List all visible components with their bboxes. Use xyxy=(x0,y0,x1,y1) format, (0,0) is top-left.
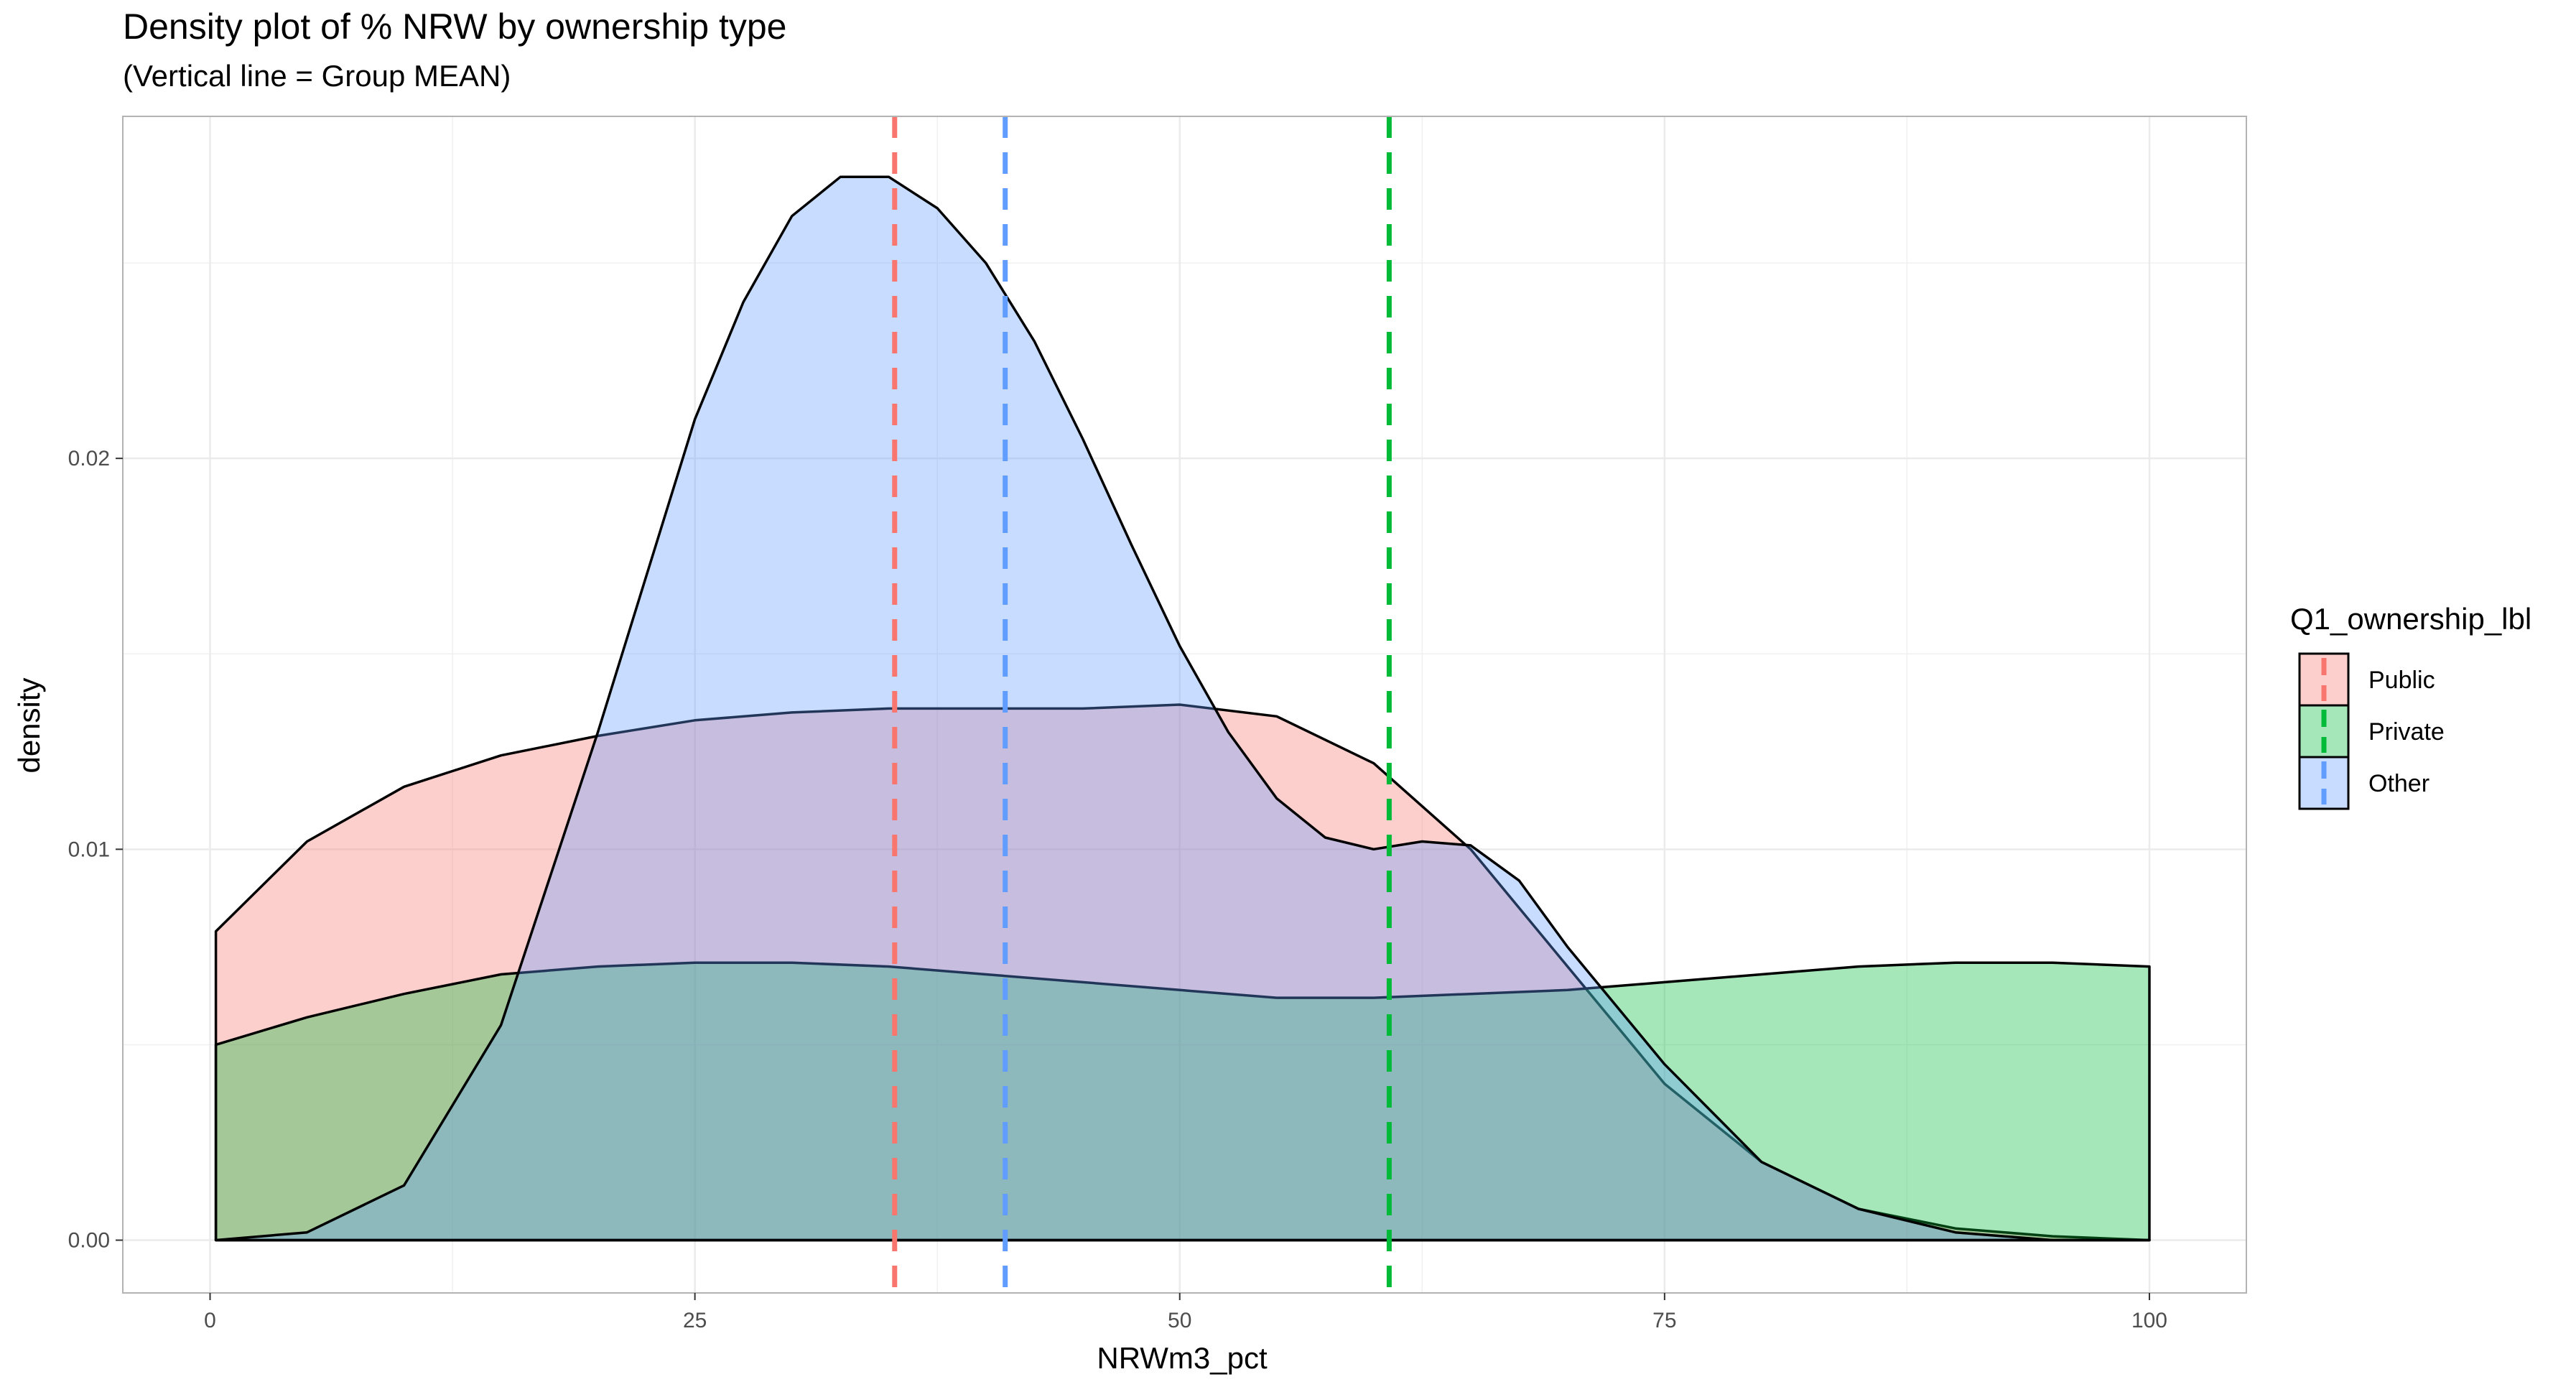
x-tick-label: 0 xyxy=(204,1309,216,1332)
legend: Q1_ownership_lbl Public Private Other xyxy=(2290,602,2531,810)
panel-border xyxy=(122,116,2247,1294)
legend-key-other xyxy=(2298,756,2350,810)
y-tick-label: 0.02 xyxy=(68,447,110,470)
legend-title: Q1_ownership_lbl xyxy=(2290,602,2531,636)
legend-key-private xyxy=(2298,704,2350,759)
chart-subtitle: (Vertical line = Group MEAN) xyxy=(123,59,511,93)
chart-title: Density plot of % NRW by ownership type xyxy=(123,6,787,47)
x-tick-label: 50 xyxy=(1168,1309,1191,1332)
legend-label: Private xyxy=(2368,718,2445,746)
density-area-private xyxy=(214,961,2151,1242)
x-axis-title: NRWm3_pct xyxy=(1097,1341,1268,1375)
density-area-other xyxy=(214,175,2151,1242)
legend-key-public xyxy=(2298,652,2350,707)
y-tick-label: 0.00 xyxy=(68,1229,110,1253)
axes: 0 25 50 75 100 0.00 0.01 0.02 xyxy=(68,447,2167,1332)
y-axis-title: density xyxy=(12,677,46,773)
density-area-public xyxy=(214,703,2151,1242)
plot-panel xyxy=(122,116,2247,1294)
x-tick-label: 25 xyxy=(683,1309,707,1332)
x-tick-label: 100 xyxy=(2131,1309,2167,1332)
legend-label: Other xyxy=(2368,770,2429,797)
legend-label: Public xyxy=(2368,667,2435,694)
x-tick-label: 75 xyxy=(1652,1309,1676,1332)
y-tick-label: 0.01 xyxy=(68,838,110,861)
